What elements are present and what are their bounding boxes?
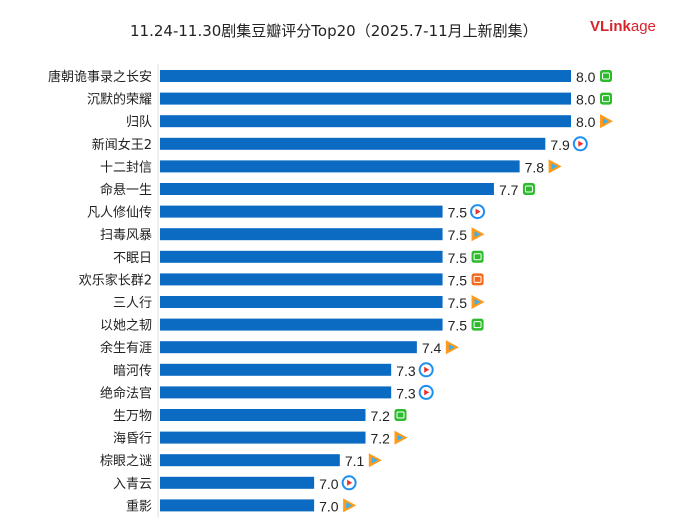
iqiyi-icon <box>394 409 407 421</box>
iqiyi-icon <box>600 70 612 82</box>
category-label: 命悬一生 <box>100 182 152 198</box>
tencent-video-icon-inner <box>474 299 481 305</box>
bar <box>160 273 443 286</box>
category-label: 沉默的荣耀 <box>87 92 152 108</box>
bar <box>160 228 443 241</box>
bar <box>160 363 392 376</box>
tencent-video-icon-inner <box>448 344 455 351</box>
iqiyi-icon-glyph <box>602 72 610 80</box>
category-label: 唐朝诡事录之长安 <box>48 69 152 85</box>
data-label: 8.0 <box>576 114 596 130</box>
bar <box>160 205 443 218</box>
bar <box>160 183 494 195</box>
bar <box>160 431 366 444</box>
data-label: 7.0 <box>319 498 339 514</box>
bar <box>160 318 443 331</box>
category-label: 新闻女王2 <box>92 137 152 153</box>
data-label: 7.5 <box>448 295 468 311</box>
category-label: 不眠日 <box>113 251 152 266</box>
bar <box>160 70 571 82</box>
bar <box>160 499 315 512</box>
iqiyi-icon-glyph <box>524 185 533 193</box>
category-label: 欢乐家长群2 <box>79 272 152 288</box>
youku-icon-inner <box>424 389 430 396</box>
iqiyi-icon-glyph <box>602 95 610 103</box>
chart-title: 11.24-11.30剧集豆瓣评分Top20（2025.7-11月上新剧集） <box>130 22 538 40</box>
category-label: 绝命法官 <box>100 385 152 401</box>
category-label: 凡人修仙传 <box>87 206 152 221</box>
bar <box>160 92 571 105</box>
tencent-video-icon-inner <box>371 457 378 464</box>
data-label: 7.4 <box>422 340 442 356</box>
iqiyi-icon-glyph <box>473 321 482 329</box>
category-label: 扫毒风暴 <box>100 228 152 243</box>
category-label: 暗河传 <box>113 364 152 379</box>
bar <box>160 386 392 399</box>
data-label: 7.3 <box>396 363 416 379</box>
category-label: 生万物 <box>113 409 152 424</box>
data-label: 7.8 <box>525 159 545 175</box>
data-label: 7.7 <box>499 182 519 198</box>
data-label: 7.0 <box>319 476 339 492</box>
iqiyi-icon <box>471 318 484 331</box>
category-label: 棕眼之谜 <box>100 454 152 469</box>
data-label: 7.1 <box>345 453 365 469</box>
vlinkage-logo: VLinkage <box>590 18 656 35</box>
data-label: 7.2 <box>371 431 391 447</box>
bar <box>160 409 366 421</box>
mango-icon <box>471 273 484 286</box>
category-label: 三人行 <box>113 296 152 311</box>
iqiyi-icon <box>600 92 612 105</box>
bar <box>160 250 443 263</box>
tencent-video-icon-inner <box>551 163 558 170</box>
category-label: 海昏行 <box>113 432 152 447</box>
category-label: 归队 <box>126 115 152 130</box>
data-label: 7.5 <box>448 250 468 266</box>
youku-icon-inner <box>578 140 584 147</box>
data-label: 8.0 <box>576 92 596 108</box>
tencent-video-icon-inner <box>346 502 353 509</box>
data-label: 7.5 <box>448 318 468 334</box>
bar <box>160 476 315 489</box>
data-label: 7.5 <box>448 227 468 243</box>
bar <box>160 454 340 467</box>
iqiyi-icon <box>471 250 484 263</box>
tencent-video-icon-inner <box>603 118 609 125</box>
youku-icon-inner <box>475 208 481 215</box>
data-label: 7.5 <box>448 272 468 288</box>
iqiyi-icon-glyph <box>396 411 405 419</box>
data-label: 7.3 <box>396 385 416 401</box>
youku-icon-inner <box>424 366 430 373</box>
data-label: 7.5 <box>448 205 468 221</box>
tencent-video-icon-inner <box>474 231 481 238</box>
tencent-video-icon-inner <box>397 434 404 441</box>
iqiyi-icon-glyph <box>473 253 482 261</box>
category-label: 余生有涯 <box>100 340 152 356</box>
data-label: 7.9 <box>550 137 570 153</box>
category-label: 十二封信 <box>100 160 152 175</box>
bar <box>160 341 417 354</box>
bar <box>160 296 443 308</box>
iqiyi-icon <box>522 183 535 195</box>
youku-icon-inner <box>347 479 353 486</box>
mango-icon-glyph <box>473 275 482 283</box>
category-label: 重影 <box>126 498 152 514</box>
category-label: 入青云 <box>113 477 152 492</box>
bar <box>160 160 520 173</box>
data-label: 7.2 <box>371 408 391 424</box>
bar <box>160 137 546 150</box>
bar <box>160 115 571 128</box>
category-label: 以她之韧 <box>100 319 152 334</box>
data-label: 8.0 <box>576 69 596 85</box>
